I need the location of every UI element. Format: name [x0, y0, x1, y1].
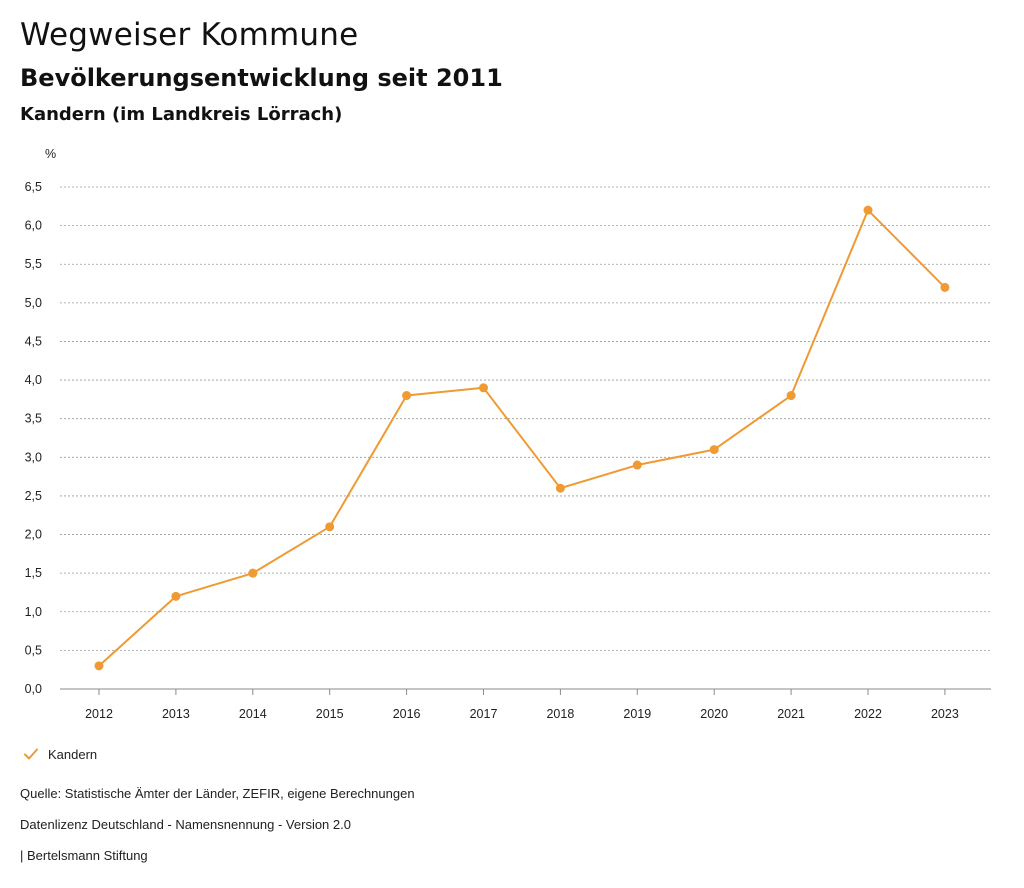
chart-subtitle: Bevölkerungsentwicklung seit 2011: [20, 64, 503, 92]
y-tick-label: 6,5: [25, 180, 42, 194]
data-point[interactable]: [786, 391, 796, 401]
y-tick-label: 4,5: [25, 334, 42, 348]
y-axis-unit-label: %: [45, 147, 56, 161]
x-tick-label: 2020: [700, 707, 728, 721]
x-tick-label: 2015: [316, 707, 344, 721]
data-point[interactable]: [94, 661, 104, 671]
data-point[interactable]: [940, 282, 950, 292]
legend-label: Kandern: [48, 746, 98, 762]
y-tick-label: 4,0: [25, 373, 42, 387]
grid-lines: [60, 186, 991, 651]
data-point[interactable]: [863, 205, 873, 215]
data-point[interactable]: [402, 391, 412, 401]
data-point[interactable]: [709, 445, 719, 455]
y-tick-label: 1,0: [25, 605, 42, 619]
x-axis: 2012 2013 2014 2015 2016 2017 2018 2019 2020 2021…: [60, 688, 991, 721]
y-tick-label: 1,5: [25, 566, 42, 580]
source-note: Quelle: Statistische Ämter der Länder, Z…: [20, 786, 415, 801]
data-point[interactable]: [632, 460, 642, 470]
check-icon: [24, 748, 38, 760]
x-tick-label: 2014: [239, 707, 267, 721]
line-chart: % 0,0 0,5 1,0 1,5 2,0 2,5 3,0 3,5 4,0 4,5 5,0 5,5 6,…: [25, 147, 991, 721]
region-title: Kandern (im Landkreis Lörrach): [20, 104, 343, 125]
legend-item-kandern[interactable]: Kandern: [22, 745, 97, 763]
x-tick-label: 2017: [470, 707, 498, 721]
x-tick-label: 2022: [854, 707, 882, 721]
series-line: [98, 209, 946, 667]
data-point[interactable]: [325, 522, 335, 532]
y-tick-label: 0,0: [25, 682, 42, 696]
y-tick-label: 2,0: [25, 528, 42, 542]
y-tick-label: 2,5: [25, 489, 42, 503]
y-tick-label: 5,0: [25, 296, 42, 310]
data-point[interactable]: [171, 591, 181, 601]
y-tick-label: 6,0: [25, 219, 42, 233]
x-tick-label: 2021: [777, 707, 805, 721]
series-kandern: [94, 205, 950, 671]
x-tick-label: 2019: [623, 707, 651, 721]
x-tick-label: 2012: [85, 707, 113, 721]
y-tick-label: 5,5: [25, 257, 42, 271]
data-point[interactable]: [555, 483, 565, 493]
page-title: Wegweiser Kommune: [20, 17, 359, 53]
y-tick-label: 3,0: [25, 450, 42, 464]
y-tick-label: 3,5: [25, 412, 42, 426]
y-tick-label: 0,5: [25, 643, 42, 657]
x-tick-label: 2013: [162, 707, 190, 721]
x-tick-label: 2018: [546, 707, 574, 721]
y-axis-ticks: 0,0 0,5 1,0 1,5 2,0 2,5 3,0 3,5 4,0 4,5 5,0 5,5 6,0 6…: [25, 180, 42, 696]
x-tick-label: 2023: [931, 707, 959, 721]
data-point[interactable]: [248, 568, 258, 578]
data-point[interactable]: [479, 383, 488, 393]
license-note: Datenlizenz Deutschland - Namensnennung …: [20, 817, 351, 832]
x-tick-label: 2016: [393, 707, 421, 721]
brand-note: | Bertelsmann Stiftung: [20, 848, 148, 863]
